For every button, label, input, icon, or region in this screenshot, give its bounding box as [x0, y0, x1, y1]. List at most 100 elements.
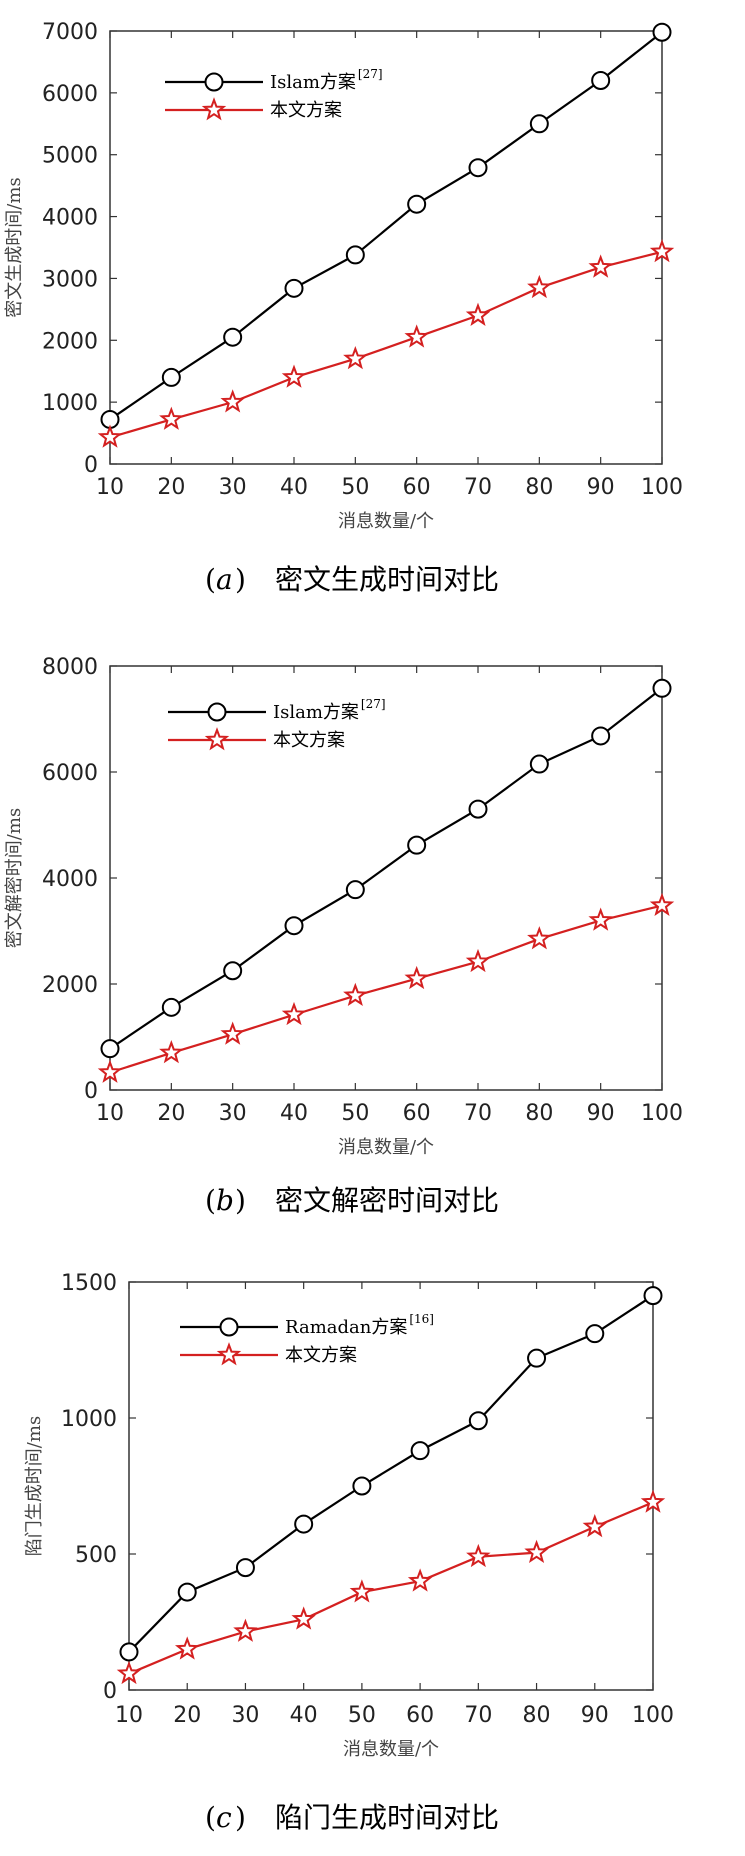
series-2-point	[407, 1568, 433, 1592]
caption-title: 密文解密时间对比	[275, 1184, 499, 1217]
x-tick-label: 100	[641, 475, 683, 500]
series-1-point	[591, 726, 611, 746]
y-axis-label: 陷门生成时间/ms	[24, 1416, 45, 1556]
caption-open-paren: (	[205, 1801, 216, 1834]
x-tick-label: 40	[280, 475, 308, 500]
x-tick-label: 40	[290, 1703, 318, 1728]
series-2-point	[404, 965, 429, 990]
series-2-point	[527, 926, 552, 950]
series-1-point	[468, 158, 488, 178]
legend-label-1: Ramadan方案	[285, 1317, 407, 1338]
series-2-point	[465, 948, 491, 973]
x-tick-label: 50	[341, 1101, 369, 1126]
x-tick-label: 100	[632, 1703, 674, 1728]
y-tick-label: 0	[84, 1079, 98, 1104]
chart-panel-a: 10 20 30 40 50 60 70 80 90 1000100020003000400050…	[4, 20, 683, 596]
series-1-point	[529, 114, 549, 134]
y-tick-label: 2000	[42, 329, 98, 354]
series-2-point	[174, 1636, 200, 1660]
series-1-point	[345, 880, 365, 900]
x-tick-label: 60	[406, 1703, 434, 1728]
x-tick-label: 20	[157, 475, 185, 500]
series-2-point	[233, 1618, 258, 1642]
series-1-point	[161, 367, 181, 387]
plot-frame	[109, 665, 663, 1091]
series-1-point	[177, 1582, 197, 1602]
series-2-point	[343, 982, 368, 1007]
y-tick-label: 0	[103, 1679, 117, 1704]
series-1-point	[284, 916, 304, 936]
series-1-point	[161, 997, 181, 1017]
y-tick-label: 8000	[42, 655, 98, 680]
series-line-1	[128, 1294, 654, 1653]
series-1-point	[529, 754, 549, 774]
caption-close-paren: )	[235, 563, 246, 596]
chart-panel-b: 10 20 30 40 50 60 70 80 90 100 0 2000 4000 6000 8000 消息…	[4, 655, 683, 1217]
x-tick-label: 20	[157, 1101, 185, 1126]
legend-marker-2	[201, 97, 227, 121]
series-2-point	[649, 892, 675, 916]
caption-title: 陷门生成时间对比	[275, 1801, 499, 1834]
series-1-point	[119, 1642, 139, 1662]
x-tick-label: 100	[641, 1101, 683, 1126]
x-tick-label: 40	[280, 1101, 308, 1126]
caption-panel-letter: a	[216, 563, 233, 596]
y-tick-label: 4000	[42, 206, 98, 231]
series-1-point	[235, 1558, 255, 1578]
series-1-point	[527, 1348, 547, 1368]
series-2-point	[97, 424, 123, 448]
series-2-point	[159, 1040, 184, 1064]
series-line-1	[109, 31, 663, 421]
x-tick-label: 80	[523, 1703, 551, 1728]
series-1-point	[223, 961, 243, 981]
x-tick-label: 30	[219, 475, 247, 500]
panel-caption: (c) 陷门生成时间对比	[205, 1801, 499, 1834]
plot-frame	[128, 1281, 654, 1691]
series-1-point	[223, 327, 243, 347]
series-2-point	[349, 1579, 375, 1603]
y-tick-label: 5000	[42, 144, 98, 169]
y-tick-label: 7000	[42, 20, 98, 45]
y-axis-label: 密文生成时间/ms	[4, 177, 25, 317]
legend-label-2: 本文方案	[270, 100, 342, 121]
y-tick-label: 6000	[42, 82, 98, 107]
x-tick-label: 70	[464, 1703, 492, 1728]
legend-marker-1	[207, 702, 227, 722]
legend-label-1: Islam方案	[270, 72, 356, 93]
series-1-point	[652, 22, 672, 42]
legend-label-1: Islam方案	[273, 702, 359, 723]
y-axis-label: 密文解密时间/ms	[4, 808, 25, 948]
x-tick-label: 10	[96, 1101, 124, 1126]
series-2-point	[588, 254, 613, 278]
series-1-point	[345, 245, 365, 265]
series-2-point	[97, 1059, 123, 1083]
legend-marker-2	[216, 1342, 242, 1366]
series-2-point	[524, 1539, 549, 1564]
y-tick-label: 4000	[42, 867, 98, 892]
x-tick-label: 10	[96, 475, 124, 500]
legend-label-2: 本文方案	[273, 730, 345, 751]
x-tick-label: 70	[464, 475, 492, 500]
caption-title: 密文生成时间对比	[275, 563, 499, 596]
series-2-point	[582, 1513, 608, 1538]
series-2-point	[466, 1543, 491, 1568]
x-tick-label: 80	[525, 1101, 553, 1126]
panel-caption: (a) 密文生成时间对比	[205, 563, 499, 596]
y-tick-label: 1500	[61, 1271, 117, 1296]
series-line-2	[128, 1501, 654, 1675]
y-tick-label: 0	[84, 453, 98, 478]
series-2-point	[159, 406, 184, 430]
series-line-1	[109, 687, 663, 1050]
y-tick-label: 500	[75, 1543, 117, 1568]
series-1-point	[407, 194, 427, 214]
series-2-point	[343, 345, 368, 370]
series-2-point	[116, 1660, 142, 1685]
x-tick-label: 50	[341, 475, 369, 500]
series-1-point	[284, 278, 304, 298]
x-axis-label: 消息数量/个	[343, 1739, 439, 1760]
caption-open-paren: (	[205, 1184, 216, 1217]
series-1-point	[407, 835, 427, 855]
panel-caption: (b) 密文解密时间对比	[205, 1184, 499, 1217]
series-2-point	[404, 324, 429, 348]
